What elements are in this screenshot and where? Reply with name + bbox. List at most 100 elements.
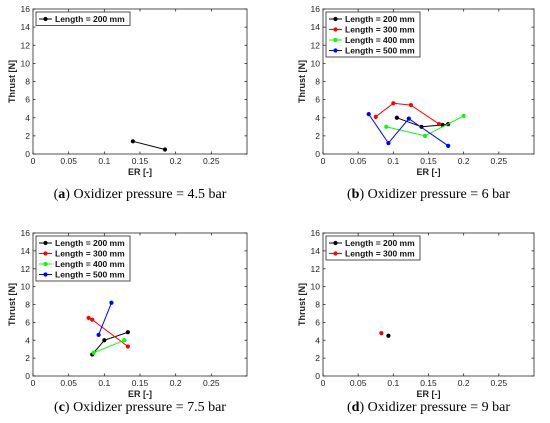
- y-tick-label: 6: [25, 317, 30, 327]
- data-point: [391, 101, 396, 106]
- y-tick-label: 2: [315, 353, 320, 363]
- y-axis-label: Thrust [N]: [7, 283, 17, 326]
- legend-swatch-marker: [43, 272, 48, 277]
- chart-panel-b: 0 0.05 0.1 0.15 0.2 0.25 0 2 4 6 8 10 12 14 16 ER [-] Th…: [297, 4, 535, 202]
- legend: Length = 200 mm: [35, 11, 131, 26]
- legend-entry-label: Length = 300 mm: [55, 249, 125, 259]
- legend-swatch-marker: [333, 27, 338, 32]
- data-point: [408, 102, 414, 108]
- data-point: [109, 300, 114, 305]
- y-tick-label: 4: [25, 335, 30, 345]
- caption-letter: a: [58, 187, 65, 202]
- x-tick-label: 0.05: [60, 378, 77, 388]
- x-tick-label: 0.25: [491, 156, 508, 166]
- y-tick-label: 4: [315, 113, 320, 123]
- x-tick-label: 0.2: [170, 156, 182, 166]
- legend-entry-label: Length = 200 mm: [55, 14, 125, 24]
- legend-swatch-marker: [43, 261, 48, 267]
- legend-entry-label: Length = 300 mm: [345, 249, 415, 259]
- data-point: [461, 113, 466, 119]
- legend-swatch-marker: [43, 240, 48, 246]
- y-tick-label: 8: [315, 77, 320, 87]
- y-tick-label: 0: [25, 371, 30, 381]
- y-tick-label: 14: [21, 22, 31, 32]
- y-tick-label: 2: [25, 131, 30, 141]
- data-point: [122, 338, 127, 343]
- legend-swatch-marker: [333, 240, 338, 246]
- data-point: [125, 344, 130, 349]
- caption-letter: d: [352, 400, 360, 415]
- x-tick-label: 0.05: [350, 156, 367, 166]
- x-tick-label: 0.05: [60, 156, 77, 166]
- legend-swatch-marker: [333, 16, 338, 22]
- legend-swatch-marker: [43, 251, 48, 256]
- y-tick-label: 6: [315, 95, 320, 105]
- data-point: [162, 147, 168, 152]
- legend-swatch-marker: [333, 37, 338, 43]
- y-tick-label: 8: [25, 77, 30, 87]
- y-tick-label: 12: [311, 264, 321, 274]
- data-point: [446, 143, 451, 148]
- y-tick-label: 12: [311, 40, 321, 50]
- x-tick-label: 0.15: [132, 156, 149, 166]
- x-tick-label: 0: [31, 156, 36, 166]
- caption-letter: b: [352, 187, 360, 202]
- y-tick-label: 6: [315, 317, 320, 327]
- legend-entry-label: Length = 400 mm: [345, 35, 415, 45]
- x-tick-label: 0.2: [458, 156, 470, 166]
- y-axis-label: Thrust [N]: [7, 60, 17, 103]
- legend-entry-label: Length = 200 mm: [55, 238, 125, 248]
- y-axis-label: Thrust [N]: [297, 283, 307, 326]
- series-line: [368, 113, 449, 147]
- series-line: [375, 102, 440, 125]
- data-point: [96, 332, 101, 337]
- panel-caption: (a) Oxidizer pressure = 4.5 bar: [54, 187, 227, 202]
- x-tick-label: 0.05: [350, 378, 367, 388]
- legend-swatch-marker: [333, 48, 338, 53]
- data-point: [386, 141, 391, 146]
- legend-entry-label: Length = 300 mm: [345, 25, 415, 35]
- y-tick-label: 2: [25, 353, 30, 363]
- y-tick-label: 2: [315, 131, 320, 141]
- y-tick-label: 8: [25, 300, 30, 310]
- x-tick-label: 0.1: [98, 378, 110, 388]
- panel-caption: (d) Oxidizer pressure = 9 bar: [347, 400, 510, 415]
- y-tick-label: 12: [21, 40, 31, 50]
- y-tick-label: 16: [21, 4, 31, 14]
- chart-panel-c: 0 0.05 0.1 0.15 0.2 0.25 0 2 4 6 8 10 12 14 16 ER [-] Th…: [7, 228, 248, 415]
- caption-text: ) Oxidizer pressure = 7.5 bar: [65, 400, 226, 415]
- x-tick-label: 0.2: [170, 378, 182, 388]
- caption-text: ) Oxidizer pressure = 6 bar: [359, 187, 510, 202]
- x-tick-label: 0: [321, 156, 326, 166]
- y-tick-label: 16: [311, 4, 321, 14]
- caption-letter: c: [59, 400, 65, 415]
- data-point: [130, 139, 135, 144]
- legend-entry-label: Length = 400 mm: [55, 259, 125, 269]
- caption-paren-open: (: [54, 187, 59, 202]
- legend-swatch-marker: [43, 16, 48, 22]
- y-tick-label: 10: [311, 282, 321, 292]
- x-tick-label: 0.25: [491, 378, 508, 388]
- y-tick-label: 8: [315, 300, 320, 310]
- data-point: [422, 133, 428, 138]
- y-tick-label: 6: [25, 95, 30, 105]
- chart-panel-a: 0 0.05 0.1 0.15 0.2 0.25 0 2 4 6 8 10 12 14 16 ER [-] Th…: [7, 4, 248, 202]
- data-point: [406, 116, 411, 121]
- x-tick-label: 0.25: [203, 378, 220, 388]
- data-point: [86, 315, 91, 321]
- data-point: [384, 124, 389, 129]
- x-tick-label: 0.1: [387, 156, 399, 166]
- legend-entry-label: Length = 500 mm: [345, 46, 415, 56]
- data-point: [386, 333, 391, 338]
- y-tick-label: 10: [21, 58, 31, 68]
- caption-paren-open: (: [347, 187, 352, 202]
- caption-text: ) Oxidizer pressure = 9 bar: [359, 400, 510, 415]
- x-tick-label: 0: [321, 378, 326, 388]
- y-tick-label: 0: [25, 149, 30, 159]
- y-tick-label: 16: [21, 228, 31, 238]
- panel-caption: (b) Oxidizer pressure = 6 bar: [347, 187, 510, 202]
- panel-caption: (c) Oxidizer pressure = 7.5 bar: [54, 400, 226, 415]
